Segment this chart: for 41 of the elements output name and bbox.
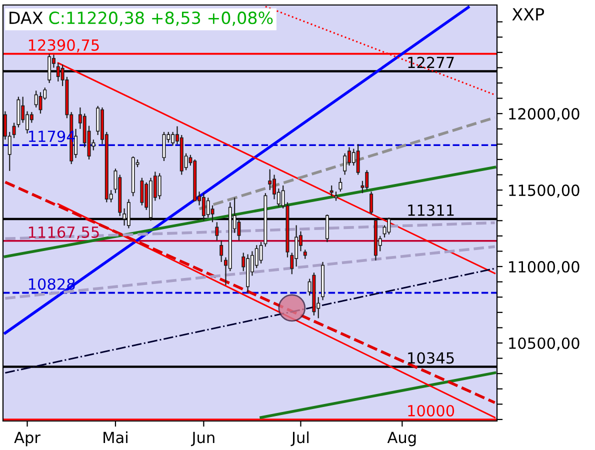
candlestick xyxy=(303,249,307,260)
x-tick-label: Aug xyxy=(387,432,416,446)
ref-line-label: 10828 xyxy=(28,278,75,290)
chart-subtitle: C:11220,38 +8,53 +0,08% xyxy=(49,12,273,26)
text: XXP xyxy=(512,8,544,20)
ref-line-label: 11311 xyxy=(408,204,454,216)
x-tick-label: Apr xyxy=(14,432,40,446)
y-tick-label: 12000,00 xyxy=(509,108,580,122)
candlestick xyxy=(210,204,214,223)
candlestick xyxy=(34,90,38,108)
candlestick xyxy=(356,144,360,176)
candlestick xyxy=(370,191,374,216)
candlestick xyxy=(206,197,210,218)
candlestick xyxy=(48,53,52,84)
candlestick xyxy=(140,177,144,206)
ref-line-label: 11167,55 xyxy=(28,226,99,240)
y-tick-label: 10500,00 xyxy=(509,337,580,351)
x-tick-label: Jun xyxy=(190,432,214,446)
candlestick xyxy=(237,218,241,242)
candlestick xyxy=(158,172,162,200)
x-tick-label: Mai xyxy=(104,431,128,444)
ref-line-label: 12390,75 xyxy=(28,39,99,52)
x-tick-label: Jul xyxy=(290,431,309,446)
candlestick xyxy=(259,242,263,264)
candlestick xyxy=(268,168,272,191)
ref-line-label: 12277 xyxy=(408,56,454,68)
y-tick-label: 11500,00 xyxy=(509,184,580,198)
candlestick xyxy=(387,217,391,235)
candlestick xyxy=(343,152,347,176)
candlestick xyxy=(325,214,329,243)
candlestick xyxy=(96,105,100,136)
candlestick xyxy=(215,222,219,242)
candlestick xyxy=(220,240,224,262)
candlestick xyxy=(330,184,334,197)
y-tick-label: 11000,00 xyxy=(509,260,580,274)
chart-title: DAX xyxy=(10,12,43,24)
candlestick xyxy=(126,198,130,229)
ref-line-label: 10000 xyxy=(408,404,454,417)
candlestick xyxy=(12,122,16,139)
ref-line-label: 10345 xyxy=(408,352,454,364)
candlestick xyxy=(338,177,342,192)
